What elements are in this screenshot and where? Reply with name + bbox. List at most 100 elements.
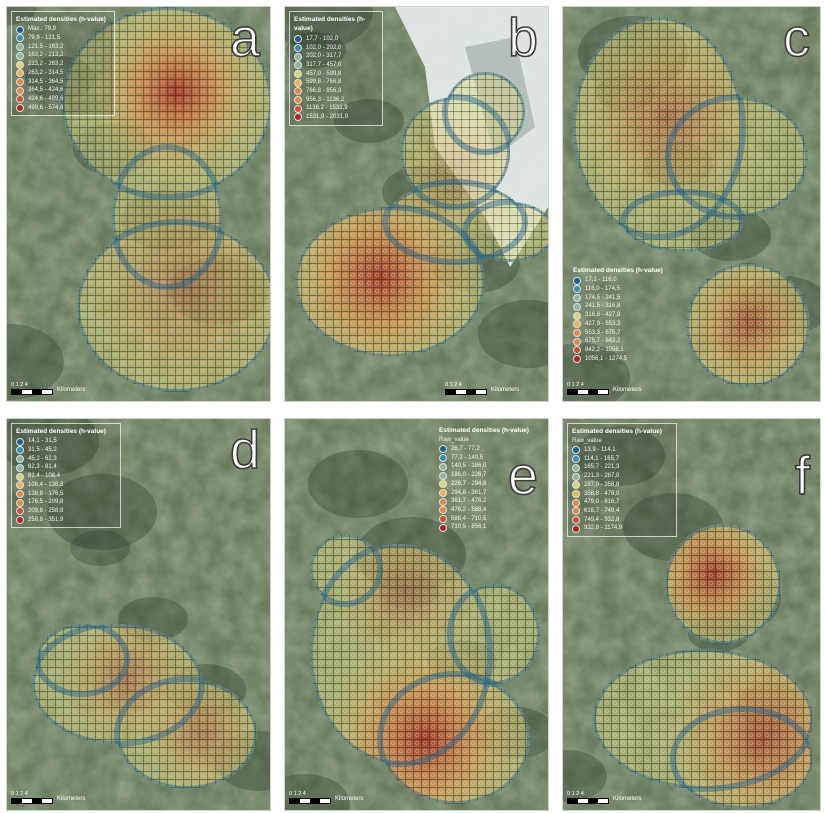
scale-unit: Kilometers (613, 796, 642, 802)
legend-swatch-icon (573, 337, 581, 346)
scale-line (289, 798, 331, 804)
density-map-b (285, 7, 548, 401)
scale-unit: Kilometers (613, 387, 642, 393)
legend-item: 479,0 - 616,7 (572, 498, 672, 507)
legend-swatch-icon (16, 34, 24, 43)
legend-item-label: 588,4 - 710,5 (451, 515, 487, 522)
legend-item: 1136,2 - 1531,9 (294, 104, 378, 113)
scale-ticks: 0 1 2 4 (445, 382, 462, 388)
legend-swatch-icon (294, 104, 302, 113)
legend-swatch-icon (16, 60, 24, 69)
legend-item: 476,2 - 588,4 (439, 506, 539, 515)
scale-bar-c: 0 1 2 4 Kilometers (567, 382, 641, 395)
legend-item: 17,7 - 102,0 (294, 35, 378, 44)
legend-item: 287,0 - 358,8 (572, 481, 672, 490)
legend-item: 140,5 - 186,0 (439, 462, 539, 471)
legend-swatch-icon (573, 302, 581, 311)
legend-swatch-icon (572, 472, 580, 481)
panel-letter-f: f (794, 446, 811, 506)
legend-swatch-icon (294, 61, 302, 70)
scale-ticks: 0 1 2 4 (289, 791, 306, 797)
legend-swatch-icon (573, 311, 581, 320)
legend-item-label: 140,5 - 186,0 (451, 463, 487, 470)
legend-item: 26,7 - 77,2 (439, 445, 539, 454)
legend-item-label: 45,2 - 62,3 (28, 455, 57, 462)
legend-item-label: 616,7 - 749,4 (584, 507, 620, 514)
legend-swatch-icon (439, 454, 447, 463)
legend-item: 174,5 - 241,5 (573, 294, 663, 303)
legend-swatch-icon (439, 462, 447, 471)
legend-item: 165,7 - 221,3 (572, 463, 672, 472)
legend-swatch-icon (294, 78, 302, 87)
legend-item: 163,2 - 213,2 (16, 51, 110, 60)
map-panel-a: Estimated densities (h-value) Max.: 79,9 7… (6, 6, 271, 402)
scale-bar-b: 0 1 2 4 Kilometers (445, 382, 519, 395)
legend-item: 213,2 - 263,2 (16, 60, 110, 69)
legend-item: 710,5 - 856,1 (439, 523, 539, 532)
legend-item: 108,4 - 138,8 (16, 481, 116, 490)
legend-item-label: 108,4 - 138,8 (28, 481, 64, 488)
legend-item: 457,0 - 599,8 (294, 69, 378, 79)
legend-item: 749,4 - 932,8 (572, 515, 672, 525)
scale-unit: Kilometers (335, 796, 364, 802)
legend-item-label: 176,5 - 209,8 (28, 499, 64, 506)
legend-swatch-icon (16, 515, 24, 524)
legend-item: 956,3 - 1136,2 (294, 96, 378, 105)
map-panel-f: Estimated densities (h-value) Raw_value 13… (562, 418, 821, 811)
legend-item-label: 294,8 - 361,7 (451, 489, 487, 496)
legend-item-label: 1056,1 - 1274,5 (585, 355, 628, 362)
legend-swatch-icon (294, 87, 302, 96)
legend-swatch-icon (16, 446, 24, 455)
panel-letter-e: e (507, 446, 539, 506)
legend-item: 1056,1 - 1274,5 (573, 354, 663, 364)
legend-item: 932,8 - 1174,9 (572, 524, 672, 533)
legend-item: 364,5 - 424,6 (16, 86, 110, 95)
scale-ticks: 0 1 2 4 (11, 382, 28, 388)
legend-item: 221,3 - 287,0 (572, 472, 672, 481)
legend-swatch-icon (573, 294, 581, 303)
legend-item: 316,8 - 427,9 (573, 311, 663, 320)
legend-item-label: 1136,2 - 1531,9 (306, 105, 348, 112)
legend-item: 102,0 - 202,0 (294, 43, 378, 53)
scale-bar-e: 0 1 2 4 Kilometers (289, 791, 363, 804)
legend-item: 77,2 - 140,5 (439, 454, 539, 463)
legend-swatch-icon (573, 328, 581, 337)
legend-swatch-icon (294, 113, 302, 122)
legend-item: 202,0 - 317,7 (294, 52, 378, 61)
legend-swatch-icon (572, 524, 580, 533)
legend-item-label: 26,7 - 77,2 (451, 446, 480, 453)
density-map-e (285, 419, 548, 810)
legend-item-label: 358,8 - 479,0 (584, 490, 620, 497)
legend-item: 314,5 - 364,5 (16, 77, 110, 87)
legend-item-label: 221,3 - 287,0 (584, 473, 620, 480)
scale-bar-f: 0 1 2 4 Kilometers (567, 791, 641, 804)
legend-swatch-icon (16, 437, 24, 446)
legend-item: 17,1 - 116,0 (573, 276, 663, 285)
legend-swatch-icon (439, 497, 447, 506)
legend-item: Max.: 79,9 (16, 25, 110, 34)
legend-item-label: 364,5 - 424,6 (28, 87, 64, 94)
legend-item-label: 956,3 - 1136,2 (306, 96, 345, 103)
legend-swatch-icon (572, 507, 580, 516)
legend-a: Estimated densities (h-value) Max.: 79,9 7… (11, 11, 115, 117)
legend-swatch-icon (16, 51, 24, 60)
scale-unit: Kilometers (491, 387, 520, 393)
legend-title: Estimated densities (h-value) (16, 16, 106, 23)
legend-swatch-icon (439, 514, 447, 523)
scale-line (11, 798, 53, 804)
scale-bar-a: 0 1 2 4 Kilometers (11, 382, 85, 395)
legend-item-label: 710,5 - 856,1 (451, 524, 487, 531)
legend-item-label: 174,5 - 241,5 (585, 294, 621, 301)
legend-item: 226,7 - 294,8 (439, 480, 539, 489)
legend-item-label: 226,7 - 294,8 (451, 480, 487, 487)
legend-item-label: 209,8 - 258,8 (28, 507, 64, 514)
legend-item-label: 314,5 - 364,5 (28, 78, 64, 85)
legend-item-label: 553,3 - 675,7 (585, 329, 621, 336)
legend-item-label: 138,8 - 176,5 (28, 490, 64, 497)
legend-item: 317,7 - 457,0 (294, 61, 378, 70)
legend-item: 176,5 - 209,8 (16, 498, 116, 507)
legend-item: 263,2 - 314,5 (16, 69, 110, 78)
legend-swatch-icon (16, 25, 24, 34)
legend-item: 241,5 - 316,8 (573, 302, 663, 311)
legend-swatch-icon (16, 463, 24, 472)
